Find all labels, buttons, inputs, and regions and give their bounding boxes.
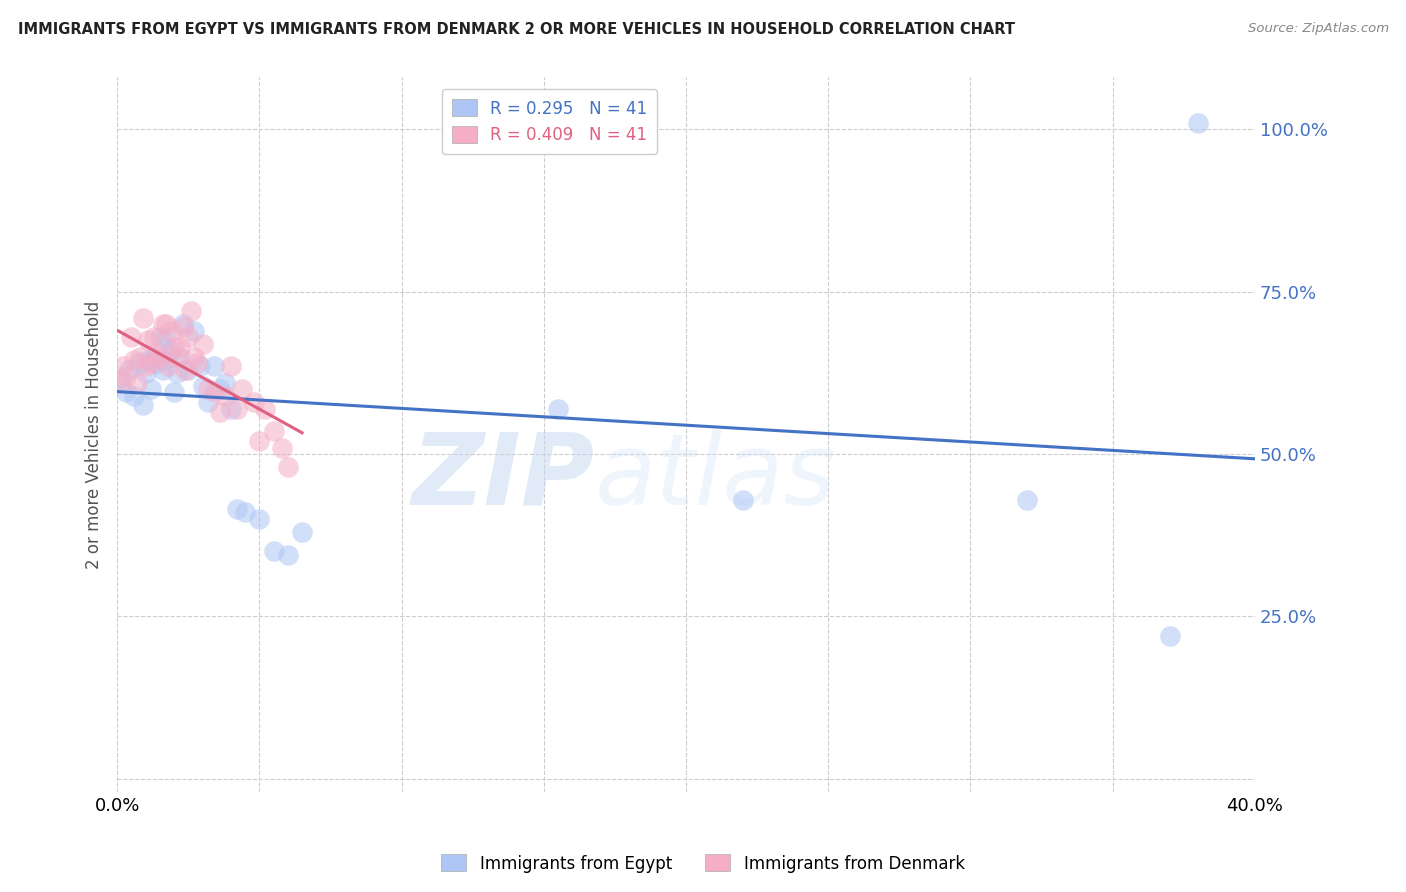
Point (155, 317, 177, 331)
Point (160, 343, 183, 358)
Point (277, 548, 299, 562)
Point (277, 460, 299, 475)
Text: Source: ZipAtlas.com: Source: ZipAtlas.com (1249, 22, 1389, 36)
Point (129, 356, 152, 370)
Point (197, 382, 219, 396)
Point (177, 362, 200, 376)
Point (183, 324, 205, 338)
Point (172, 320, 194, 334)
Point (146, 356, 169, 370)
Point (233, 506, 256, 520)
Point (186, 356, 208, 370)
Point (208, 405, 231, 419)
Point (160, 324, 183, 338)
Point (129, 350, 152, 364)
Point (114, 369, 136, 384)
Point (219, 359, 242, 374)
Point (202, 359, 225, 374)
Point (225, 401, 247, 416)
Point (135, 359, 157, 374)
Point (191, 379, 214, 393)
Point (132, 398, 155, 412)
Point (254, 401, 277, 416)
Point (172, 317, 194, 331)
Point (108, 372, 131, 386)
Text: ZIP: ZIP (412, 429, 595, 526)
Point (169, 340, 191, 354)
Point (152, 317, 174, 331)
Point (138, 352, 160, 367)
Point (247, 512, 270, 526)
Point (547, 401, 569, 416)
Point (122, 389, 145, 403)
Legend: R = 0.295   N = 41, R = 0.409   N = 41: R = 0.295 N = 41, R = 0.409 N = 41 (441, 89, 657, 154)
Point (141, 356, 163, 370)
Point (138, 334, 160, 348)
Point (177, 330, 200, 344)
Point (1159, 629, 1181, 643)
Point (117, 362, 139, 376)
Point (163, 340, 186, 354)
Point (231, 382, 253, 396)
Point (208, 382, 231, 396)
Point (225, 502, 247, 516)
Point (1187, 116, 1209, 130)
Point (155, 330, 177, 344)
Point (135, 366, 157, 380)
Point (143, 330, 166, 344)
Point (291, 524, 314, 539)
Point (141, 382, 163, 396)
Point (242, 395, 264, 409)
Point (197, 395, 219, 409)
Point (183, 350, 205, 364)
Point (174, 362, 197, 376)
Point (271, 441, 294, 455)
Point (163, 385, 186, 400)
Point (180, 304, 202, 318)
Y-axis label: 2 or more Vehicles in Household: 2 or more Vehicles in Household (86, 301, 103, 569)
Point (263, 544, 285, 558)
Point (132, 310, 155, 325)
Point (108, 376, 131, 390)
Point (247, 434, 270, 448)
Point (731, 492, 754, 507)
Point (188, 359, 211, 374)
Legend: Immigrants from Egypt, Immigrants from Denmark: Immigrants from Egypt, Immigrants from D… (434, 847, 972, 880)
Point (146, 346, 169, 360)
Point (127, 376, 149, 390)
Point (214, 389, 236, 403)
Point (111, 359, 134, 374)
Point (152, 362, 174, 376)
Point (1017, 492, 1039, 507)
Point (149, 350, 172, 364)
Point (157, 359, 180, 374)
Point (114, 385, 136, 400)
Text: atlas: atlas (595, 429, 837, 526)
Point (169, 350, 191, 364)
Point (122, 352, 145, 367)
Point (166, 366, 188, 380)
Point (263, 425, 285, 439)
Point (120, 330, 142, 344)
Point (143, 350, 166, 364)
Point (219, 401, 242, 416)
Point (202, 385, 225, 400)
Point (149, 330, 172, 344)
Point (214, 376, 236, 390)
Text: IMMIGRANTS FROM EGYPT VS IMMIGRANTS FROM DENMARK 2 OR MORE VEHICLES IN HOUSEHOLD: IMMIGRANTS FROM EGYPT VS IMMIGRANTS FROM… (18, 22, 1015, 37)
Point (157, 346, 180, 360)
Point (152, 352, 174, 367)
Point (191, 336, 214, 351)
Point (166, 350, 188, 364)
